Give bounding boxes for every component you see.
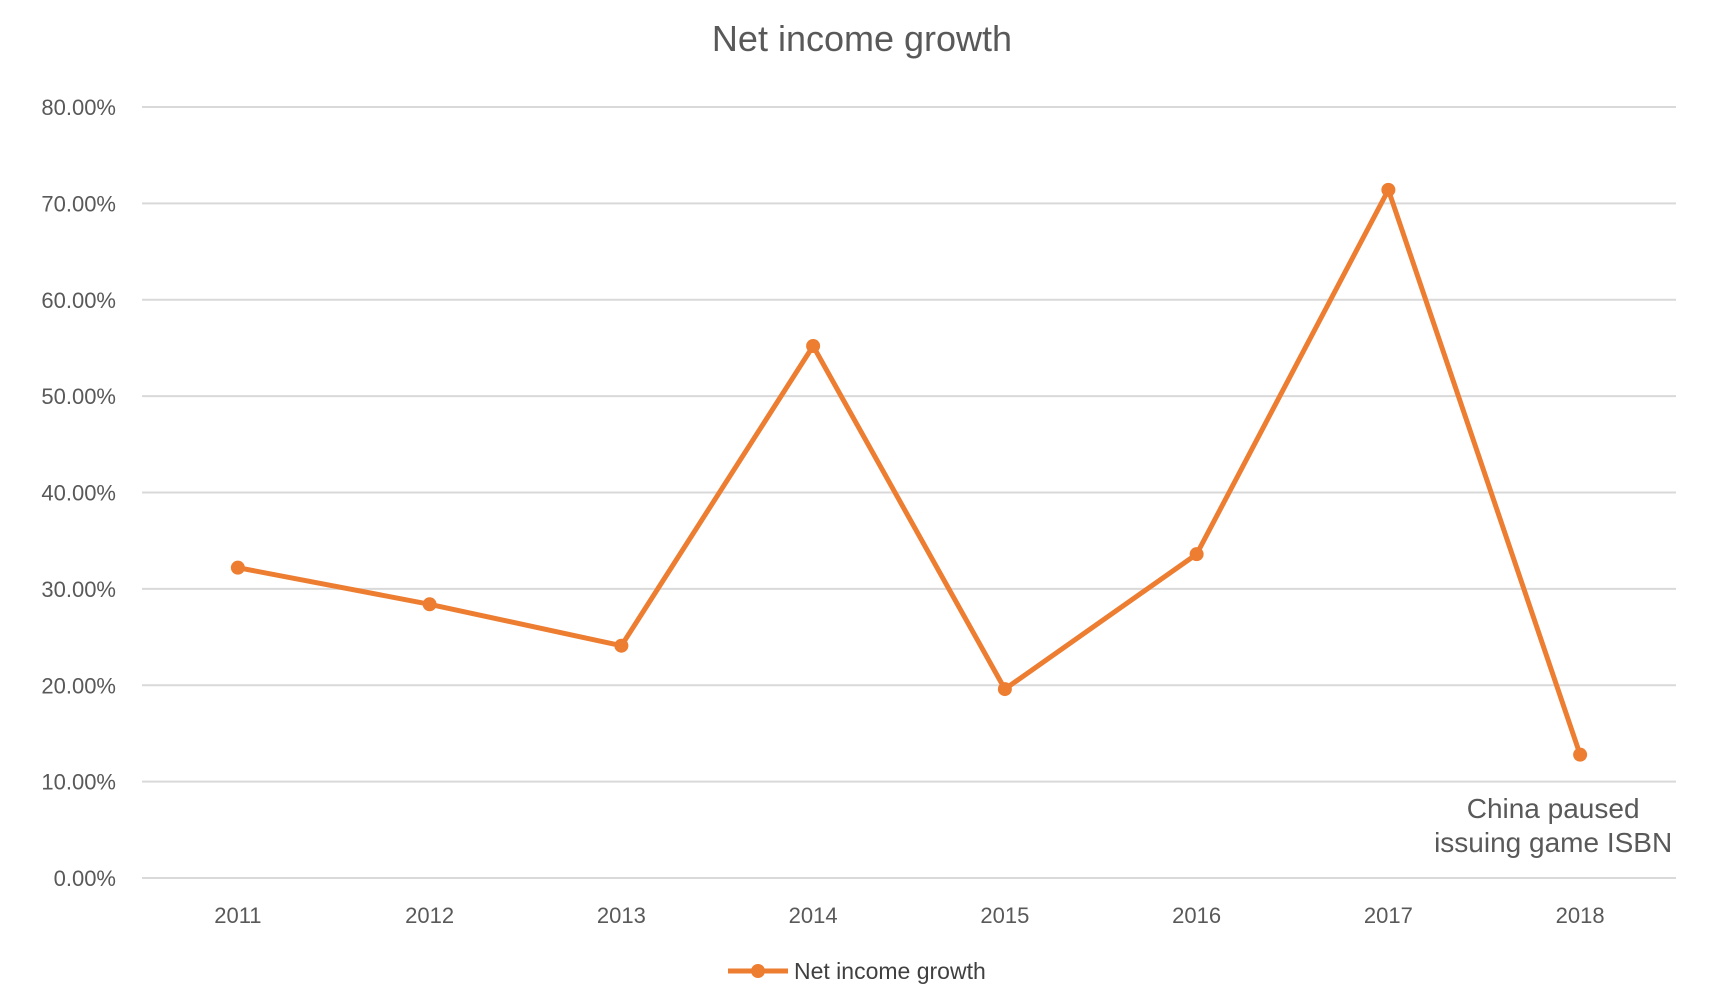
data-point <box>422 597 437 612</box>
y-tick-label: 30.00% <box>41 577 116 602</box>
y-tick-label: 50.00% <box>41 384 116 409</box>
y-tick-label: 40.00% <box>41 481 116 506</box>
x-tick-label: 2015 <box>980 903 1029 928</box>
x-tick-label: 2018 <box>1556 903 1605 928</box>
y-tick-label: 0.00% <box>54 866 116 891</box>
annotation-text: issuing game ISBN <box>1434 827 1672 858</box>
x-tick-label: 2016 <box>1172 903 1221 928</box>
x-tick-label: 2017 <box>1364 903 1413 928</box>
y-tick-label: 80.00% <box>41 95 116 120</box>
chart-title: Net income growth <box>711 18 1013 59</box>
data-point <box>1573 747 1588 762</box>
data-point <box>997 682 1012 697</box>
annotation-text: China paused <box>1467 793 1640 824</box>
data-point <box>1381 182 1396 197</box>
x-tick-label: 2012 <box>405 903 454 928</box>
x-tick-label: 2014 <box>789 903 838 928</box>
legend-marker <box>751 964 765 978</box>
y-tick-label: 60.00% <box>41 288 116 313</box>
x-tick-label: 2013 <box>597 903 646 928</box>
data-point <box>614 638 629 653</box>
series-line <box>237 187 1583 756</box>
data-point <box>1189 547 1204 562</box>
data-point <box>806 339 821 354</box>
y-tick-label: 20.00% <box>41 673 116 698</box>
legend-label: Net income growth <box>794 958 986 984</box>
x-tick-label: 2011 <box>214 903 261 928</box>
y-tick-label: 70.00% <box>41 191 116 216</box>
y-tick-label: 10.00% <box>41 770 116 795</box>
data-point <box>230 560 245 575</box>
